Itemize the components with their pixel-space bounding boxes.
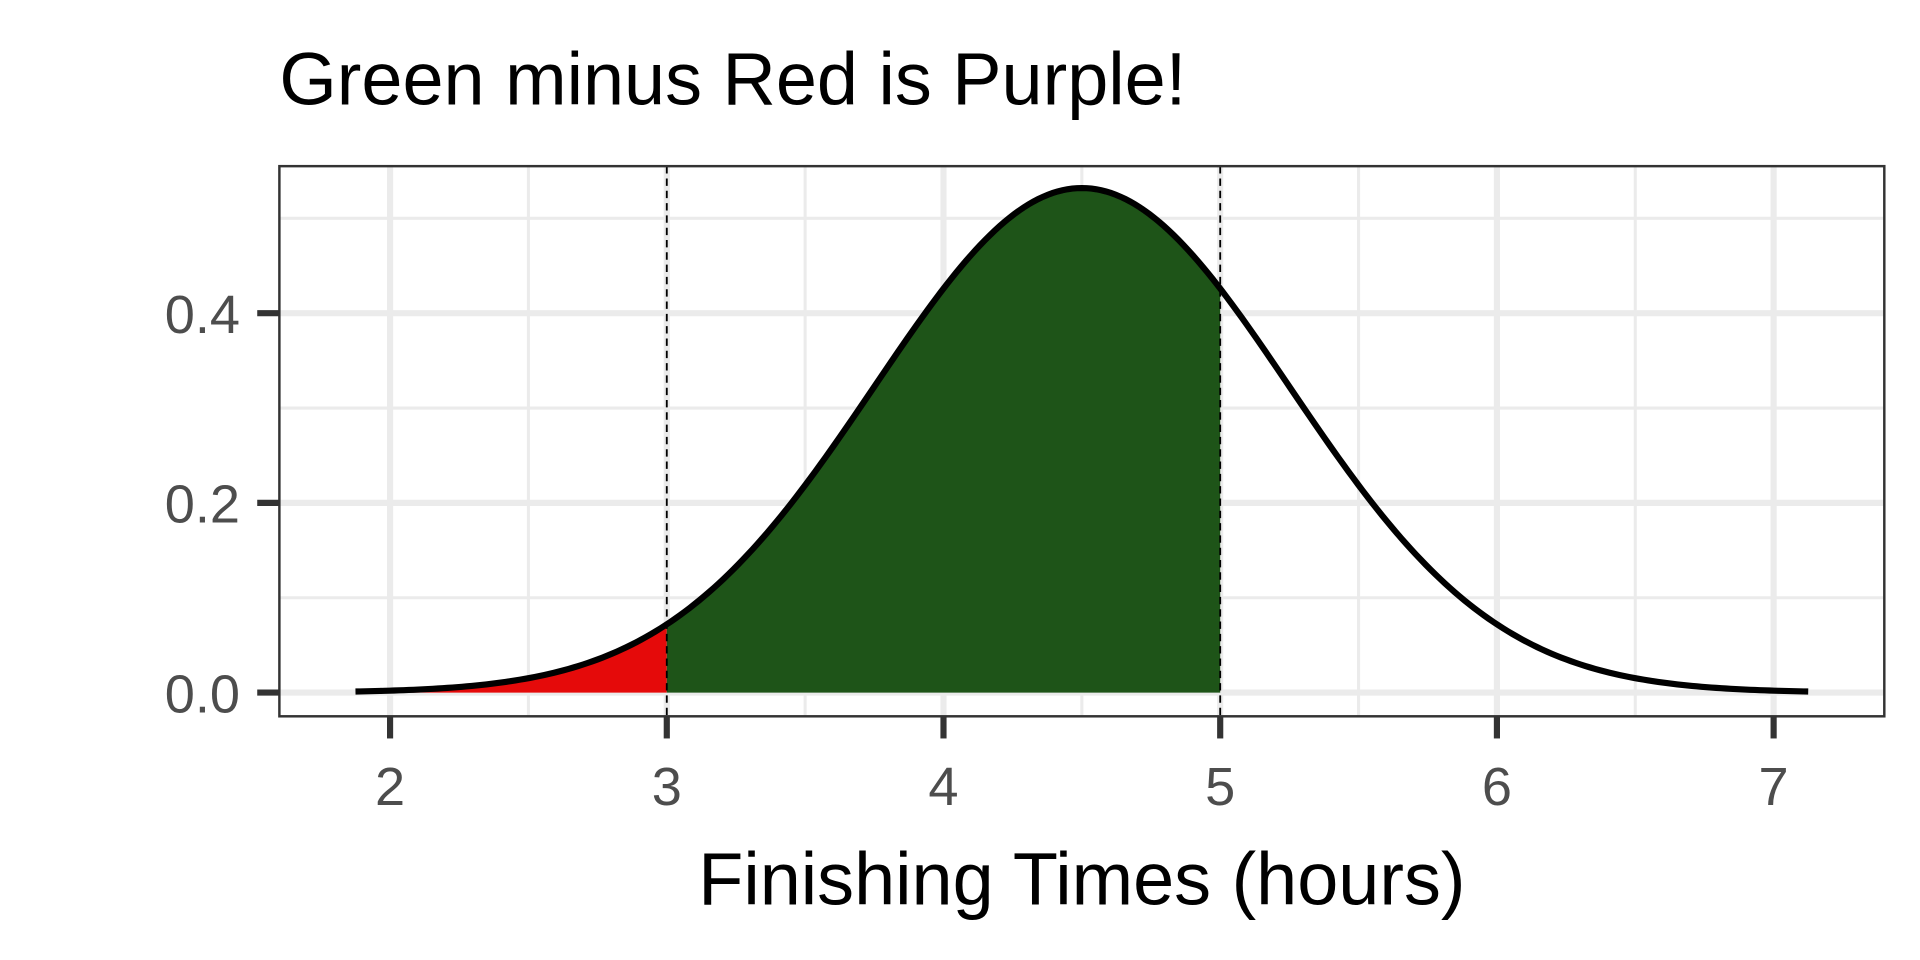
x-tick-label: 5 bbox=[1205, 757, 1235, 817]
y-axis: 0.0 0.2 0.4 bbox=[165, 285, 280, 724]
shaded-regions bbox=[355, 188, 1221, 693]
x-tick-label: 3 bbox=[652, 757, 682, 817]
x-tick-label: 7 bbox=[1759, 757, 1789, 817]
y-tick-label: 0.4 bbox=[165, 285, 240, 345]
x-tick-label: 2 bbox=[375, 757, 405, 817]
x-tick-label: 6 bbox=[1482, 757, 1512, 817]
chart-title: Green minus Red is Purple! bbox=[279, 38, 1186, 121]
x-tick-label: 4 bbox=[928, 757, 958, 817]
panel-border bbox=[278, 164, 1886, 718]
x-axis-title: Finishing Times (hours) bbox=[698, 838, 1465, 921]
y-tick-label: 0.2 bbox=[165, 475, 240, 535]
density-curve bbox=[355, 184, 1809, 695]
shaded-region bbox=[666, 188, 1221, 693]
shaded-region bbox=[355, 624, 667, 693]
x-axis: 2 3 4 5 6 7 bbox=[375, 716, 1789, 817]
y-tick-label: 0.0 bbox=[165, 664, 240, 724]
